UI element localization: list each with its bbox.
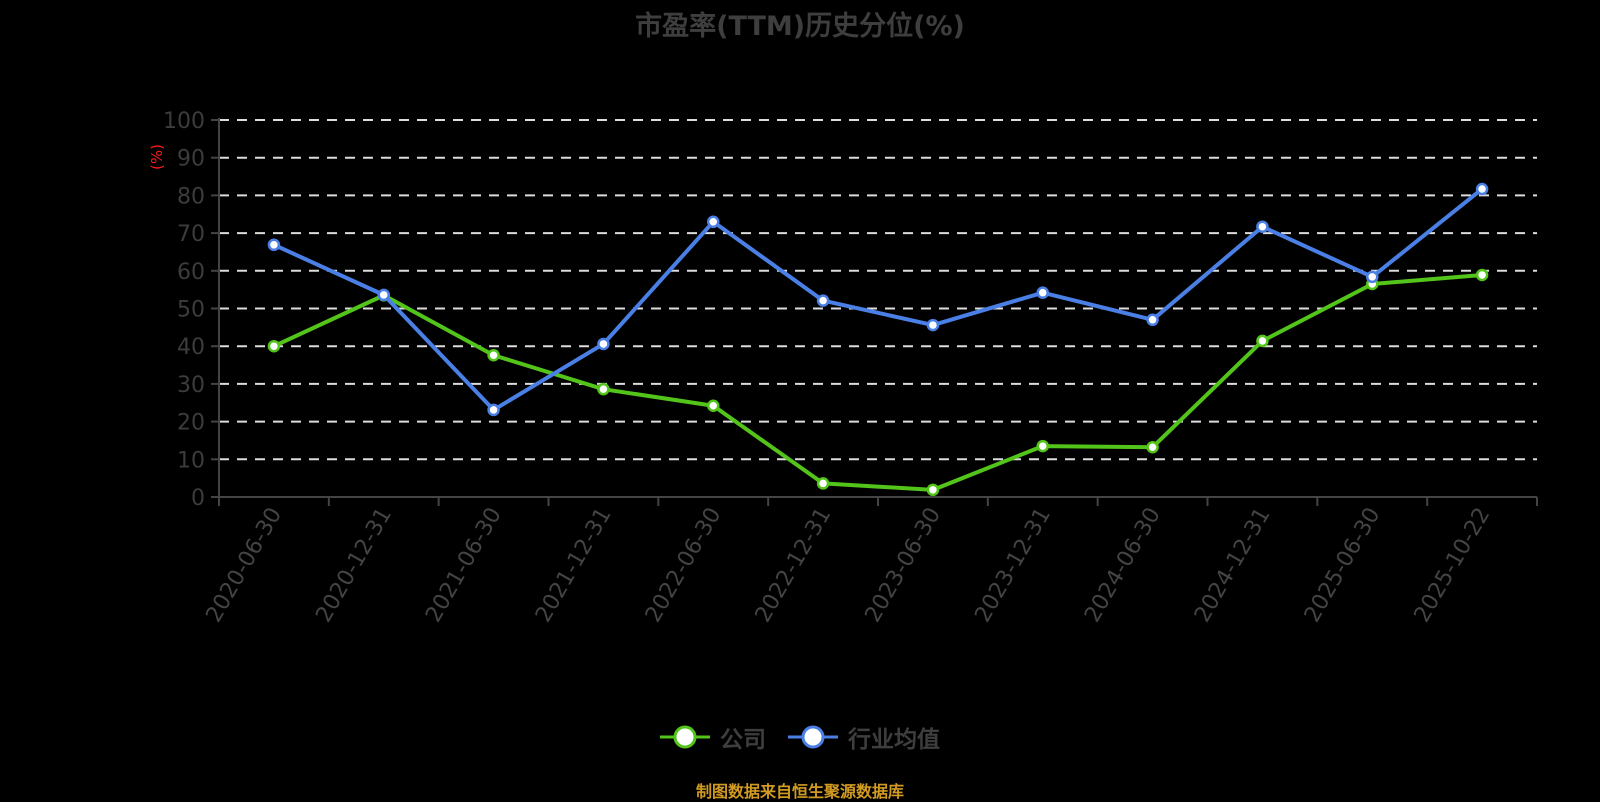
gridlines bbox=[219, 119, 1537, 461]
x-tick-label: 2021-12-31 bbox=[531, 504, 617, 627]
data-point[interactable] bbox=[816, 294, 830, 307]
data-point[interactable] bbox=[1256, 220, 1269, 233]
x-tick-label: 2022-12-31 bbox=[751, 504, 837, 627]
data-point[interactable] bbox=[487, 403, 500, 417]
legend: 公司 行业均值 bbox=[0, 720, 1600, 754]
data-point[interactable] bbox=[377, 288, 390, 302]
y-tick-label: 40 bbox=[177, 335, 205, 360]
data-point[interactable] bbox=[267, 339, 281, 353]
data-point[interactable] bbox=[926, 483, 940, 497]
data-point[interactable] bbox=[267, 238, 281, 252]
x-tick-label: 2024-12-31 bbox=[1190, 504, 1276, 627]
legend-label-industry-average: 行业均值 bbox=[848, 727, 940, 753]
y-axis-ticks: 0 10 20 30 40 50 60 70 80 90 100 bbox=[163, 109, 219, 511]
data-point[interactable] bbox=[707, 399, 720, 413]
series-line-0 bbox=[273, 272, 1483, 492]
legend-label-company: 公司 bbox=[720, 727, 766, 753]
data-point[interactable] bbox=[1256, 334, 1269, 348]
y-axis-unit-label: (%) bbox=[148, 144, 166, 170]
chart-title: 市盈率(TTM)历史分位(%) bbox=[635, 11, 965, 42]
x-tick-label: 2021-06-30 bbox=[421, 504, 507, 627]
y-tick-label: 50 bbox=[177, 298, 205, 323]
y-tick-label: 60 bbox=[177, 260, 205, 285]
data-point[interactable] bbox=[926, 318, 940, 332]
x-tick-label: 2025-10-22 bbox=[1410, 504, 1496, 627]
x-tick-label: 2020-12-31 bbox=[311, 504, 397, 627]
data-point[interactable] bbox=[1475, 182, 1489, 196]
data-point[interactable] bbox=[707, 215, 720, 229]
legend-item-industry-average[interactable]: 行业均值 bbox=[788, 720, 940, 754]
data-source-footer: 制图数据来自恒生聚源数据库 bbox=[695, 782, 904, 801]
data-point[interactable] bbox=[1366, 270, 1379, 284]
data-point[interactable] bbox=[1036, 439, 1049, 453]
x-tick-label: 2022-06-30 bbox=[641, 504, 727, 627]
data-point[interactable] bbox=[1146, 440, 1159, 454]
x-axis-ticks: 2020-06-30 2020-12-31 2021-06-30 2021-12-31… bbox=[202, 497, 1538, 627]
y-tick-label: 70 bbox=[177, 222, 205, 247]
x-tick-label: 2020-06-30 bbox=[202, 504, 288, 627]
y-tick-label: 90 bbox=[177, 147, 205, 172]
y-tick-label: 30 bbox=[177, 373, 205, 398]
data-point[interactable] bbox=[1146, 313, 1159, 327]
data-point[interactable] bbox=[487, 348, 500, 362]
series-line-1 bbox=[273, 187, 1484, 412]
data-point[interactable] bbox=[1036, 286, 1049, 299]
y-tick-label: 10 bbox=[177, 448, 205, 473]
data-point[interactable] bbox=[597, 382, 610, 396]
x-tick-label: 2025-06-30 bbox=[1300, 504, 1386, 627]
y-tick-label: 100 bbox=[163, 109, 205, 134]
data-point[interactable] bbox=[597, 337, 610, 351]
data-point[interactable] bbox=[1475, 268, 1489, 282]
legend-item-company[interactable]: 公司 bbox=[660, 720, 766, 754]
y-tick-label: 20 bbox=[177, 411, 205, 436]
y-tick-label: 80 bbox=[177, 184, 205, 209]
x-tick-label: 2024-06-30 bbox=[1080, 504, 1166, 627]
series-lines bbox=[267, 182, 1489, 497]
data-point[interactable] bbox=[816, 477, 830, 490]
x-tick-label: 2023-12-31 bbox=[970, 504, 1056, 627]
legend-company-line-circle-icon bbox=[660, 725, 710, 749]
x-tick-label: 2023-06-30 bbox=[861, 504, 947, 627]
legend-industry-line-circle-icon bbox=[788, 725, 838, 749]
y-tick-label: 0 bbox=[191, 486, 205, 511]
